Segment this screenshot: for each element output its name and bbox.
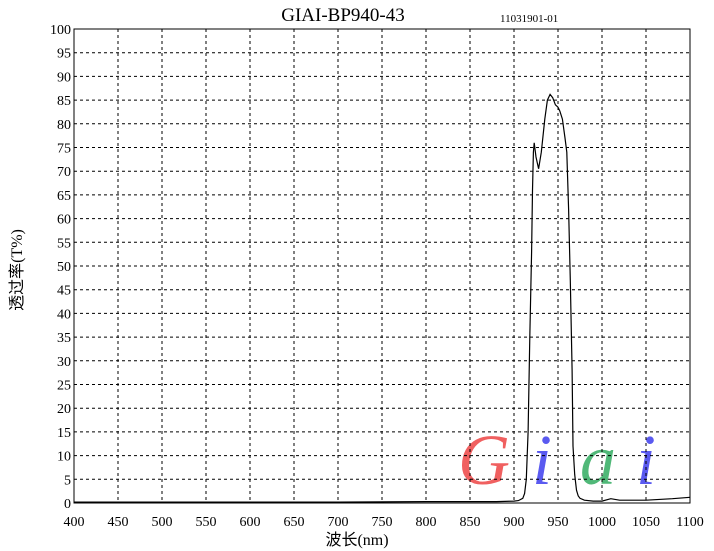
x-tick-label: 1000 — [588, 515, 616, 530]
x-tick-label: 700 — [328, 515, 349, 530]
y-tick-label: 5 — [64, 473, 71, 488]
y-tick-label: 55 — [57, 236, 71, 251]
x-tick-label: 550 — [196, 515, 217, 530]
y-axis-label: 透过率(T%) — [8, 229, 26, 311]
y-tick-label: 80 — [57, 118, 71, 133]
grid — [74, 29, 690, 503]
logo-letter: G — [458, 420, 510, 500]
x-tick-labels: 400 450 500 550 600 650 700 750 800 850 900 950 1000… — [64, 515, 704, 530]
chart-title: GIAI-BP940-43 — [281, 5, 405, 26]
y-tick-label: 75 — [57, 142, 71, 157]
y-tick-label: 25 — [57, 379, 71, 394]
y-tick-label: 100 — [50, 23, 71, 38]
y-tick-label: 70 — [57, 165, 71, 180]
chart-subtitle: 11031901-01 — [500, 13, 558, 25]
x-tick-label: 450 — [108, 515, 129, 530]
logo-letter: a — [580, 420, 616, 500]
x-tick-label: 600 — [240, 515, 261, 530]
x-tick-label: 950 — [548, 515, 569, 530]
y-tick-label: 95 — [57, 47, 71, 62]
y-tick-label: 60 — [57, 213, 71, 228]
y-tick-label: 90 — [57, 70, 71, 85]
x-tick-label: 800 — [416, 515, 437, 530]
logo-letter: i — [532, 420, 552, 500]
x-tick-label: 400 — [64, 515, 85, 530]
y-tick-label: 15 — [57, 426, 71, 441]
x-tick-label: 1100 — [676, 515, 703, 530]
x-tick-label: 750 — [372, 515, 393, 530]
y-tick-label: 30 — [57, 355, 71, 370]
y-tick-label: 85 — [57, 94, 71, 109]
x-tick-label: 650 — [284, 515, 305, 530]
y-tick-label: 40 — [57, 307, 71, 322]
y-tick-label: 50 — [57, 260, 71, 275]
y-tick-label: 10 — [57, 450, 71, 465]
logo-letter: i — [636, 420, 656, 500]
x-tick-label: 900 — [504, 515, 525, 530]
series-line — [74, 93, 691, 503]
y-tick-label: 0 — [64, 497, 71, 512]
x-tick-label: 500 — [152, 515, 173, 530]
y-tick-label: 45 — [57, 284, 71, 299]
y-tick-label: 35 — [57, 331, 71, 346]
x-tick-label: 850 — [460, 515, 481, 530]
y-tick-label: 65 — [57, 189, 71, 204]
y-tick-label: 20 — [57, 402, 71, 417]
x-axis-label: 波长(nm) — [325, 531, 388, 549]
plot-frame — [73, 28, 691, 504]
x-tick-label: 1050 — [632, 515, 660, 530]
y-tick-labels: 0 5 10 15 20 25 30 35 40 45 50 55 60 65 70 75 80 85 90 95 10… — [50, 23, 71, 512]
